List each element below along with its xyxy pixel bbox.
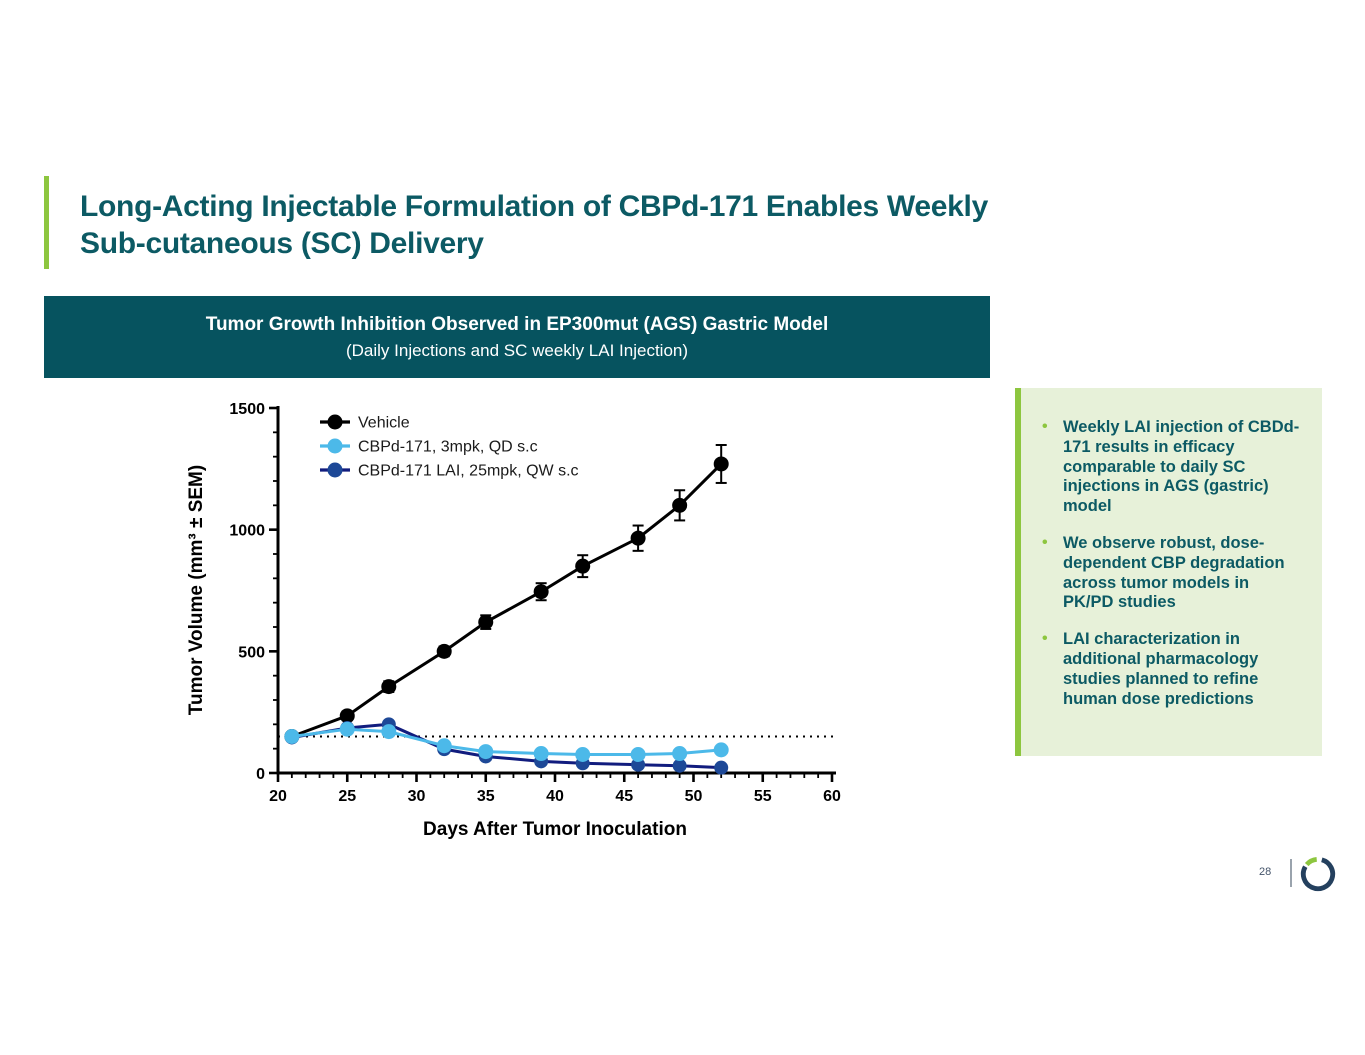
- svg-text:0: 0: [256, 766, 265, 783]
- chart-axes: 0 500 1000 1500 20 25 30 35 40 45 50 55 60: [229, 401, 841, 805]
- key-takeaways-panel: Weekly LAI injection of CBDd-171 results…: [1015, 388, 1322, 756]
- series-cbpd-171-3mpk-qd-s-c: [284, 721, 729, 763]
- y-axis-title: Tumor Volume (mm³ ± SEM): [186, 465, 207, 715]
- tumor-growth-chart: 0 500 1000 1500 20 25 30 35 40 45 50 55 60 Days After…: [180, 388, 850, 848]
- svg-text:35: 35: [477, 788, 495, 805]
- chart-header-banner: Tumor Growth Inhibition Observed in EP30…: [44, 296, 990, 378]
- title-accent-bar: [44, 176, 49, 269]
- x-axis-title: Days After Tumor Inoculation: [423, 819, 687, 840]
- takeaway-item: Weekly LAI injection of CBDd-171 results…: [1039, 417, 1302, 517]
- svg-text:60: 60: [823, 788, 841, 805]
- banner-title: Tumor Growth Inhibition Observed in EP30…: [205, 313, 829, 335]
- takeaway-item: We observe robust, dose-dependent CBP de…: [1039, 533, 1302, 613]
- series-vehicle: [284, 443, 729, 744]
- svg-text:55: 55: [754, 788, 772, 805]
- footer-divider: [1290, 859, 1292, 887]
- svg-text:CBPd-171, 3mpk, QD s.c: CBPd-171, 3mpk, QD s.c: [358, 439, 538, 456]
- page-number: 28: [1259, 866, 1272, 878]
- svg-text:500: 500: [238, 644, 265, 661]
- svg-text:1500: 1500: [229, 401, 265, 418]
- tumor-growth-chart-svg: 0 500 1000 1500 20 25 30 35 40 45 50 55 60 Days After…: [186, 401, 841, 840]
- chart-legend: Vehicle CBPd-171, 3mpk, QD s.c CBPd-171 LA…: [320, 414, 579, 480]
- slide-title: Long-Acting Injectable Formulation of CB…: [80, 190, 988, 260]
- svg-text:40: 40: [546, 788, 564, 805]
- svg-text:25: 25: [338, 788, 356, 805]
- svg-text:20: 20: [269, 788, 287, 805]
- company-logo-icon: [1300, 856, 1336, 892]
- takeaway-list: Weekly LAI injection of CBDd-171 results…: [1039, 417, 1302, 709]
- svg-text:30: 30: [408, 788, 426, 805]
- banner-subtitle: (Daily Injections and SC weekly LAI Inje…: [345, 340, 689, 360]
- svg-text:1000: 1000: [229, 523, 265, 540]
- svg-text:45: 45: [615, 788, 633, 805]
- svg-text:50: 50: [685, 788, 703, 805]
- svg-text:CBPd-171 LAI, 25mpk, QW s.c: CBPd-171 LAI, 25mpk, QW s.c: [358, 463, 579, 480]
- takeaway-item: LAI characterization in additional pharm…: [1039, 629, 1302, 709]
- svg-text:Vehicle: Vehicle: [358, 415, 410, 432]
